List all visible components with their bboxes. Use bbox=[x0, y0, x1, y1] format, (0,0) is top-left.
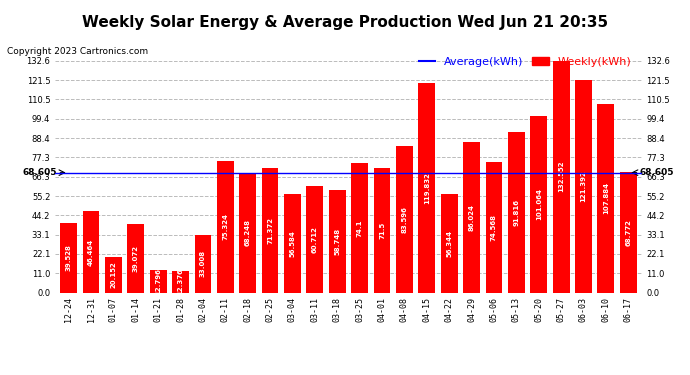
Bar bbox=[598, 104, 614, 292]
Text: 56.344: 56.344 bbox=[446, 230, 452, 257]
Bar bbox=[239, 173, 256, 292]
Text: 71.372: 71.372 bbox=[267, 217, 273, 244]
Text: 12.796: 12.796 bbox=[155, 268, 161, 295]
Bar bbox=[329, 190, 346, 292]
Text: 39.072: 39.072 bbox=[132, 245, 139, 272]
Text: 33.008: 33.008 bbox=[200, 250, 206, 277]
Text: 68.248: 68.248 bbox=[245, 219, 250, 246]
Bar bbox=[262, 168, 279, 292]
Bar bbox=[128, 224, 144, 292]
Text: 46.464: 46.464 bbox=[88, 238, 94, 266]
Text: 119.832: 119.832 bbox=[424, 172, 430, 204]
Legend: Average(kWh), Weekly(kWh): Average(kWh), Weekly(kWh) bbox=[414, 53, 636, 71]
Text: 83.596: 83.596 bbox=[402, 206, 407, 233]
Text: 60.712: 60.712 bbox=[312, 226, 318, 253]
Text: 12.376: 12.376 bbox=[177, 268, 184, 295]
Bar bbox=[620, 172, 637, 292]
Bar bbox=[396, 147, 413, 292]
Bar bbox=[217, 161, 234, 292]
Text: 56.584: 56.584 bbox=[290, 230, 295, 256]
Bar bbox=[575, 81, 592, 292]
Text: 86.024: 86.024 bbox=[469, 204, 475, 231]
Bar bbox=[531, 116, 547, 292]
Bar bbox=[553, 61, 569, 292]
Text: Weekly Solar Energy & Average Production Wed Jun 21 20:35: Weekly Solar Energy & Average Production… bbox=[82, 15, 608, 30]
Bar bbox=[486, 162, 502, 292]
Text: 75.324: 75.324 bbox=[222, 213, 228, 240]
Text: 71.5: 71.5 bbox=[379, 221, 385, 238]
Text: 74.1: 74.1 bbox=[357, 219, 363, 237]
Bar bbox=[306, 186, 324, 292]
Text: 101.064: 101.064 bbox=[535, 188, 542, 220]
Text: 58.748: 58.748 bbox=[334, 228, 340, 255]
Bar bbox=[105, 257, 122, 292]
Text: 39.528: 39.528 bbox=[66, 244, 72, 272]
Bar bbox=[373, 168, 391, 292]
Bar bbox=[195, 235, 211, 292]
Bar bbox=[418, 83, 435, 292]
Bar bbox=[284, 194, 301, 292]
Text: 132.552: 132.552 bbox=[558, 161, 564, 192]
Bar bbox=[150, 270, 166, 292]
Bar bbox=[83, 211, 99, 292]
Text: 68.605: 68.605 bbox=[23, 168, 57, 177]
Text: 68.772: 68.772 bbox=[625, 219, 631, 246]
Text: 20.152: 20.152 bbox=[110, 261, 117, 288]
Text: Copyright 2023 Cartronics.com: Copyright 2023 Cartronics.com bbox=[7, 47, 148, 56]
Bar bbox=[463, 142, 480, 292]
Bar bbox=[172, 271, 189, 292]
Bar bbox=[508, 132, 524, 292]
Text: 68.605: 68.605 bbox=[640, 168, 674, 177]
Text: 107.884: 107.884 bbox=[603, 182, 609, 214]
Bar bbox=[441, 194, 457, 292]
Text: 121.392: 121.392 bbox=[580, 171, 586, 202]
Text: 74.568: 74.568 bbox=[491, 214, 497, 241]
Bar bbox=[60, 224, 77, 292]
Text: 91.816: 91.816 bbox=[513, 199, 520, 226]
Bar bbox=[351, 163, 368, 292]
